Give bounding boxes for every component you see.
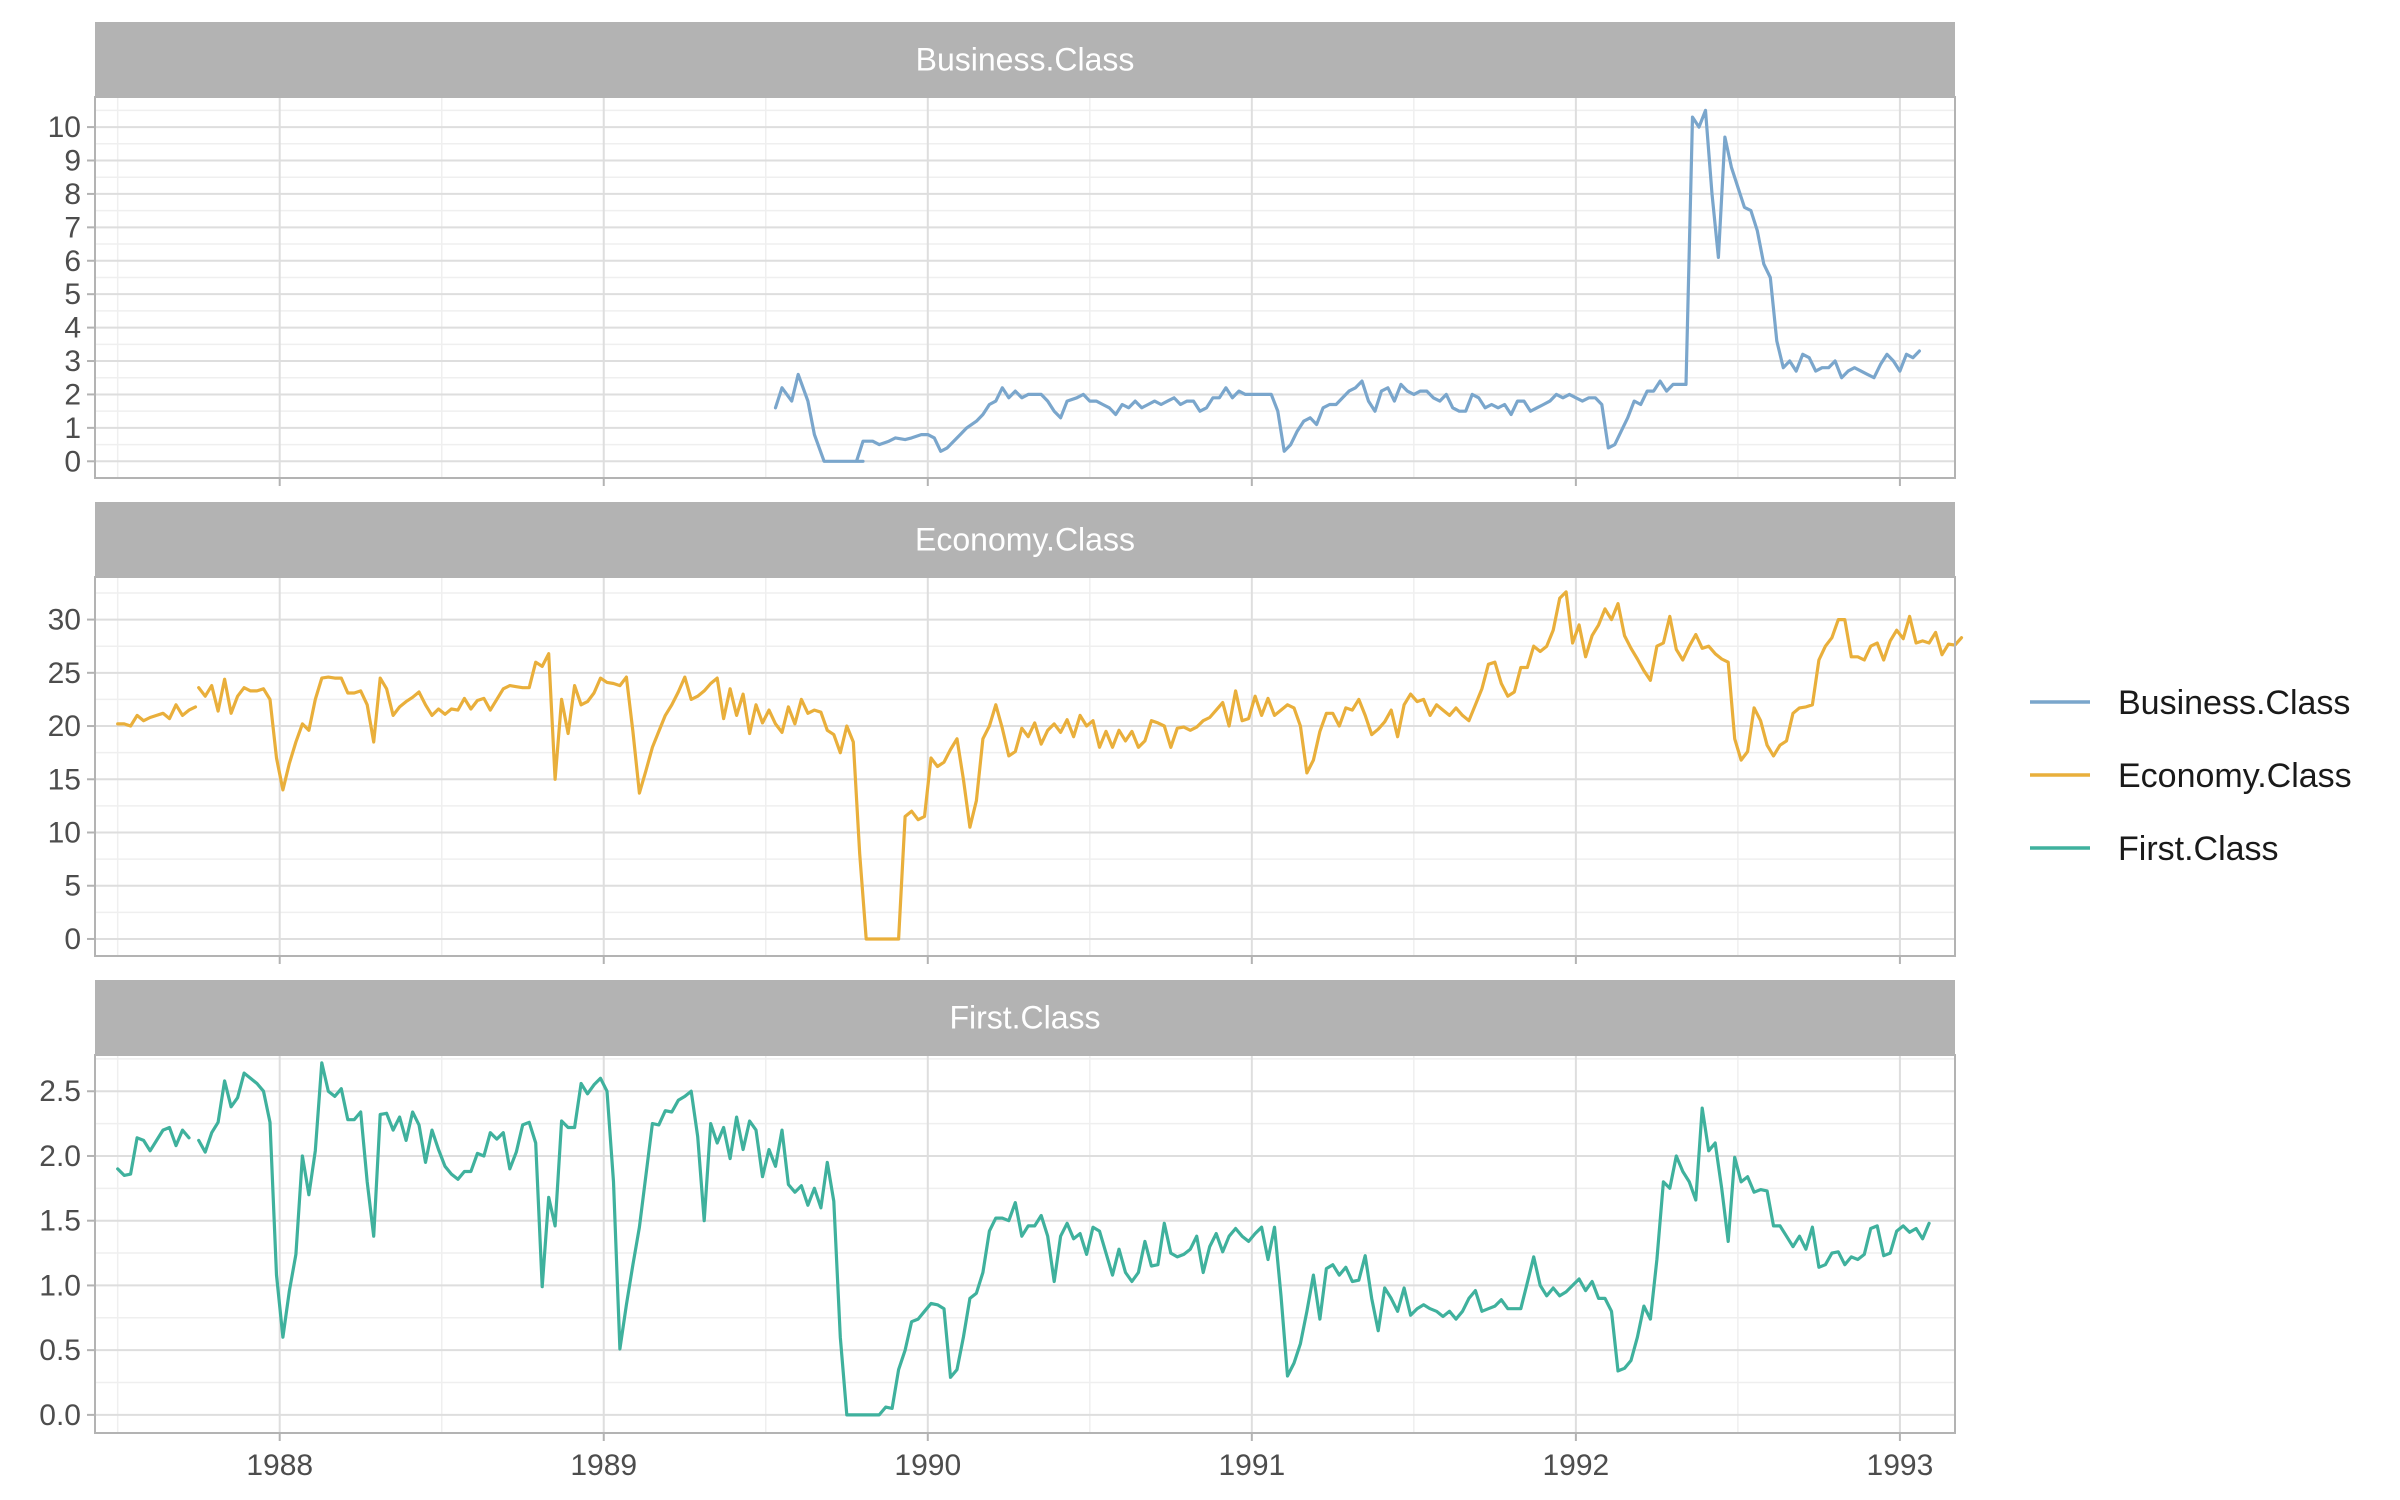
y-tick-label: 1.0 (39, 1269, 81, 1302)
panel-first-class: First.Class 0.0 0.5 1.0 1.5 2.0 2.5 (39, 980, 1956, 1441)
y-tick-label: 10 (48, 817, 81, 850)
x-tick-label: 1993 (1867, 1449, 1934, 1482)
x-tick-label: 1989 (570, 1449, 637, 1482)
series-line-economy-class (116, 703, 198, 728)
y-tick-label: 0 (64, 445, 81, 478)
series-line-economy-class (197, 590, 1964, 941)
y-tick-label: 0.0 (39, 1399, 81, 1432)
x-tick-label: 1992 (1542, 1449, 1609, 1482)
y-tick-label: 1.5 (39, 1205, 81, 1238)
y-tick-label: 5 (64, 278, 81, 311)
legend: Business.Class Economy.Class First.Class (2030, 684, 2352, 868)
panel-border (94, 96, 1956, 479)
y-tick-label: 0 (64, 923, 81, 956)
strip-label: Business.Class (916, 42, 1135, 78)
y-tick-label: 20 (48, 710, 81, 743)
strip-label: Economy.Class (915, 522, 1135, 558)
y-tick-label: 5 (64, 870, 81, 903)
legend-label-business-class: Business.Class (2118, 684, 2350, 722)
strip-label: First.Class (949, 1000, 1100, 1036)
panel-border (94, 576, 1956, 957)
y-tick-label: 0.5 (39, 1334, 81, 1367)
y-tick-label: 3 (64, 345, 81, 378)
y-tick-label: 2.5 (39, 1075, 81, 1108)
x-tick-label: 1991 (1218, 1449, 1285, 1482)
y-tick-label: 8 (64, 178, 81, 211)
y-tick-label: 25 (48, 657, 81, 690)
y-tick-label: 1 (64, 412, 81, 445)
strip-background (95, 502, 1955, 577)
legend-label-economy-class: Economy.Class (2118, 757, 2352, 795)
strip-background (95, 22, 1955, 97)
series-line-business-class (773, 108, 1921, 463)
strip-background (95, 980, 1955, 1055)
x-tick-label: 1988 (246, 1449, 313, 1482)
series-line-first-class (197, 1061, 1931, 1417)
y-tick-label: 10 (48, 111, 81, 144)
y-tick-label: 7 (64, 211, 81, 244)
y-tick-label: 15 (48, 763, 81, 796)
panel-economy-class: Economy.Class 0 5 10 15 20 25 30 (48, 502, 1964, 964)
y-tick-label: 6 (64, 245, 81, 278)
x-tick-label: 1990 (894, 1449, 961, 1482)
y-tick-label: 2.0 (39, 1140, 81, 1173)
legend-label-first-class: First.Class (2118, 830, 2279, 868)
y-tick-label: 9 (64, 145, 81, 178)
y-tick-label: 30 (48, 604, 81, 637)
panel-border (94, 1054, 1956, 1434)
y-tick-label: 4 (64, 312, 81, 345)
y-tick-label: 2 (64, 378, 81, 411)
series-line-first-class (116, 1125, 191, 1177)
